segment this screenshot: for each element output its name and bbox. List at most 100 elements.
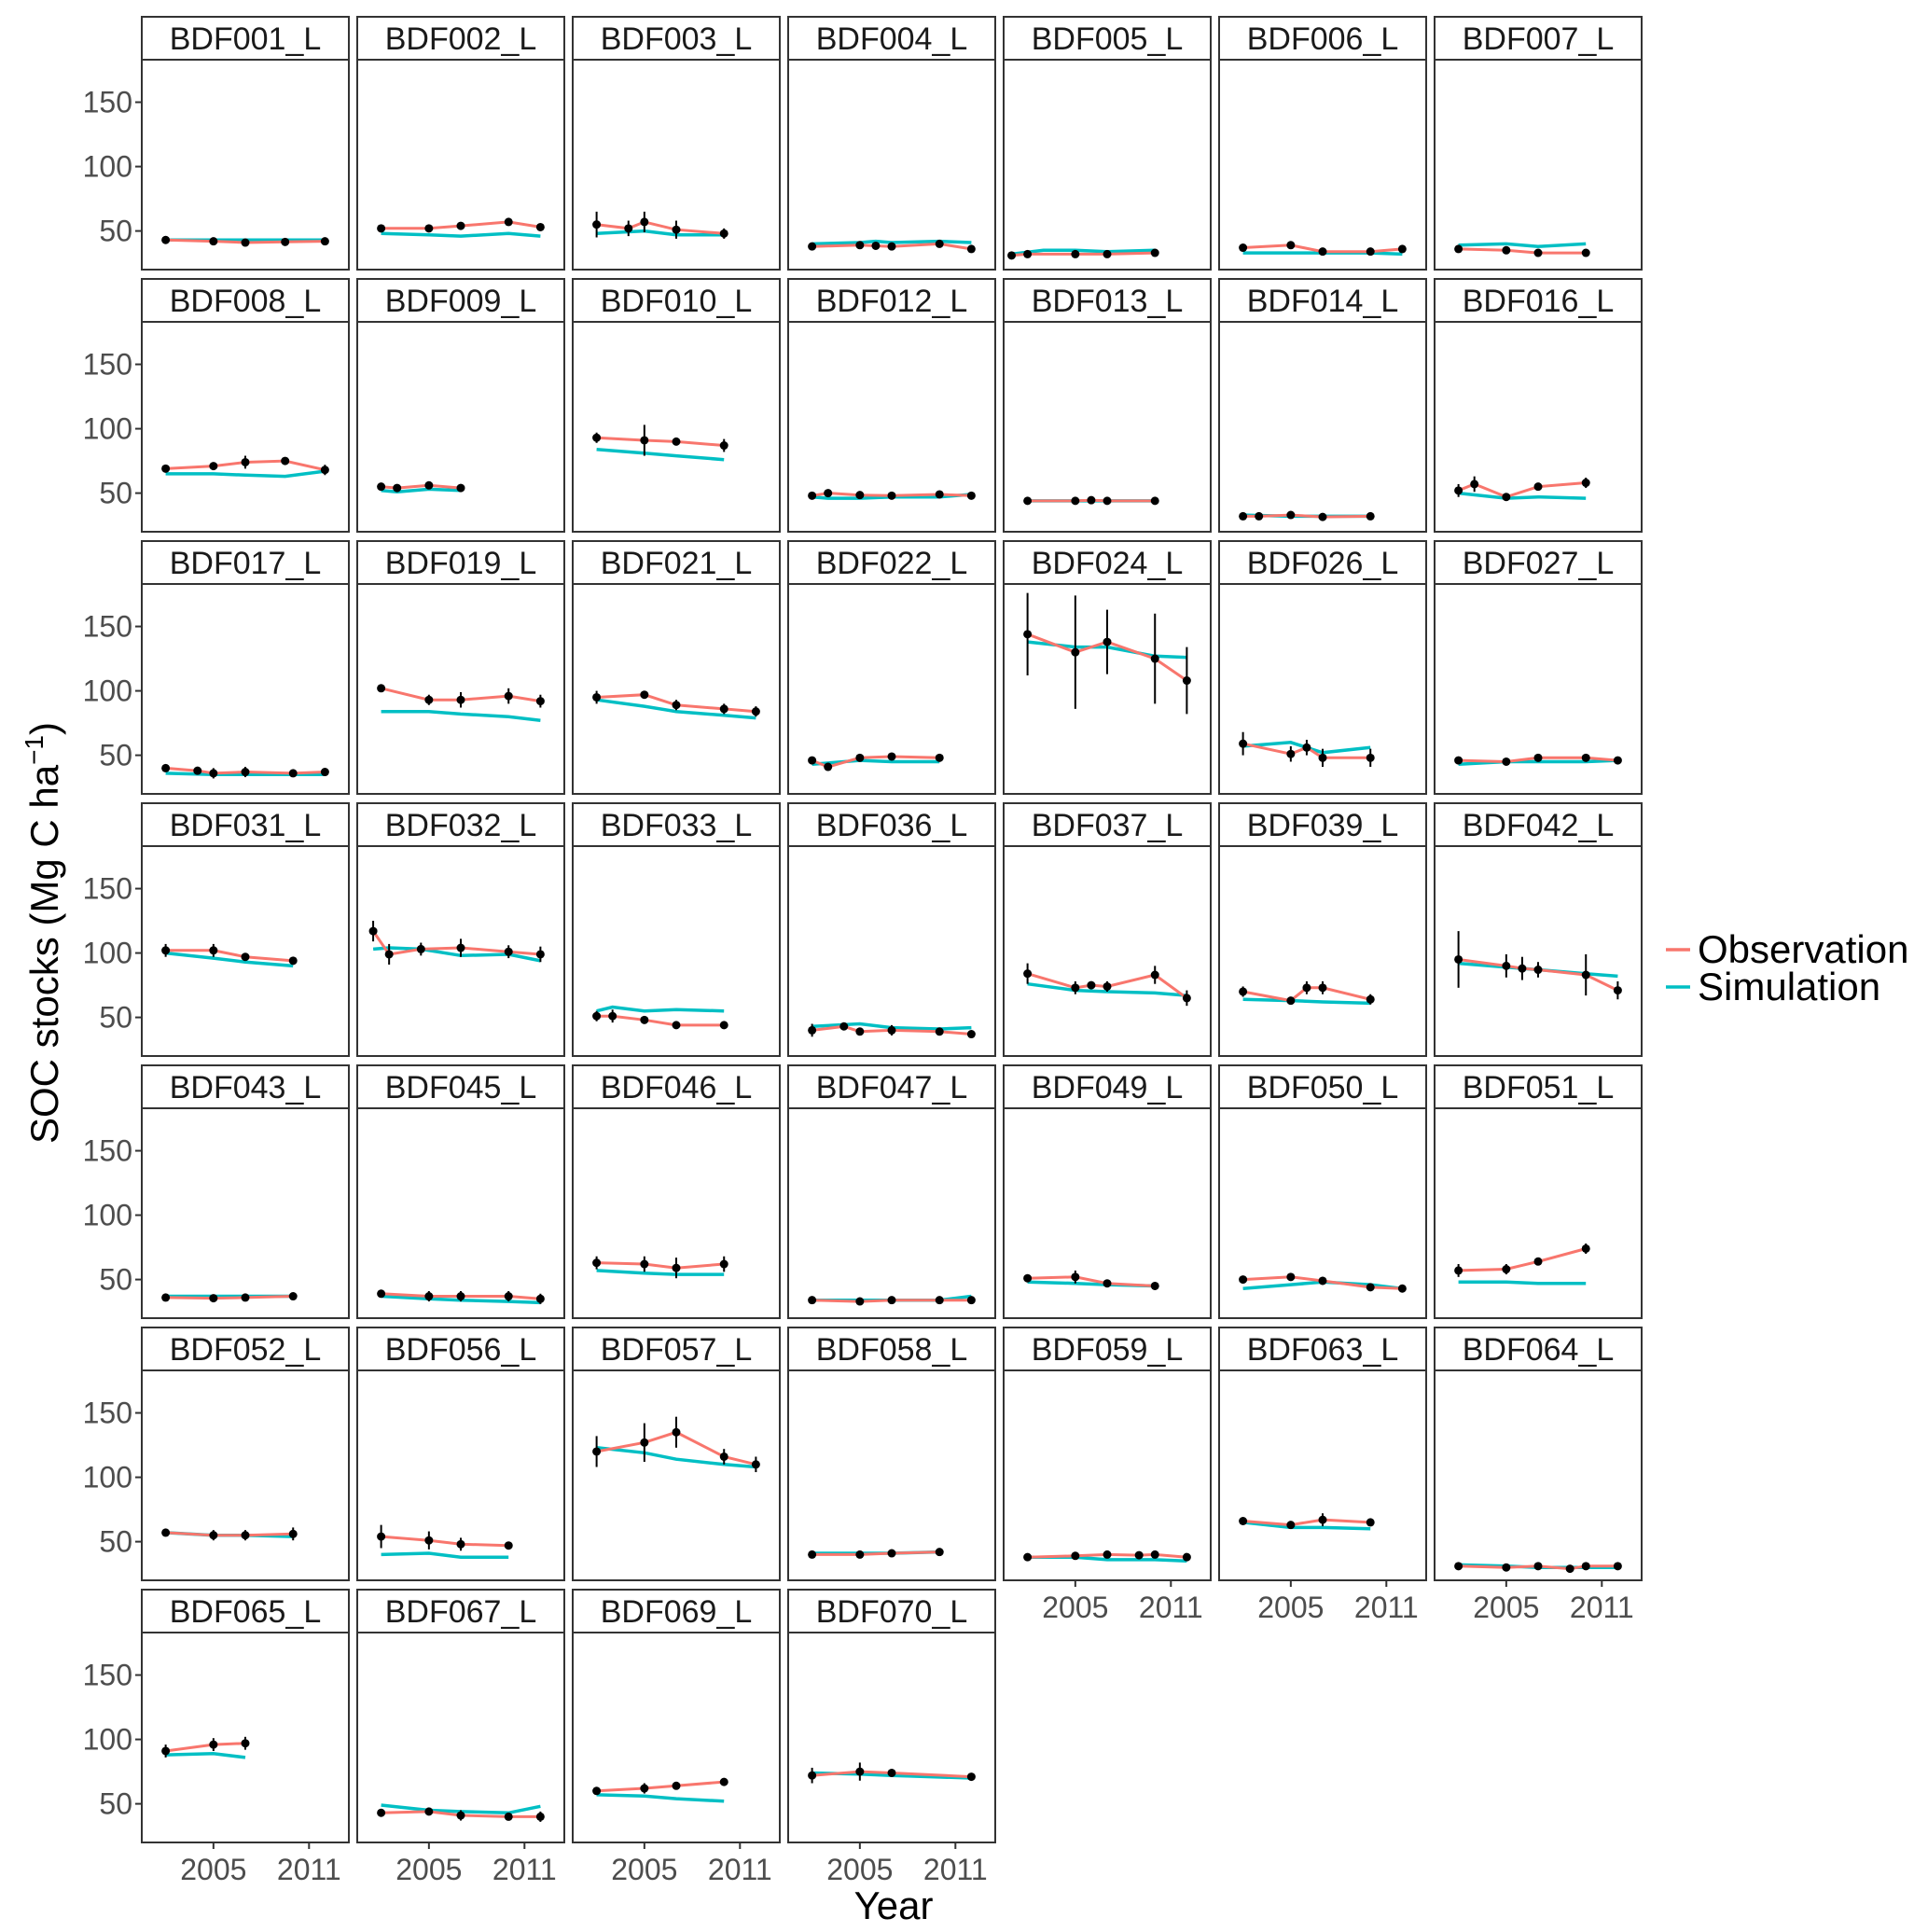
facet-strip-label: BDF057_L	[601, 1332, 753, 1368]
observation-line	[596, 436, 725, 447]
facet-strip-label: BDF063_L	[1247, 1332, 1399, 1368]
facet-strip	[787, 16, 996, 61]
observation-point	[1103, 1279, 1112, 1288]
facet-strip	[572, 540, 781, 585]
observation-point	[1023, 630, 1033, 639]
plot-area	[1218, 583, 1427, 795]
observation-point	[1023, 1273, 1033, 1283]
observation-point	[161, 1528, 171, 1537]
plot-area	[1434, 321, 1643, 533]
observation-point	[535, 1294, 545, 1303]
observation-point	[935, 1296, 944, 1305]
observation-point	[672, 1781, 681, 1790]
facet-strip	[1218, 802, 1427, 847]
facet-strip-label: BDF031_L	[170, 808, 322, 843]
observation-point	[1454, 954, 1463, 964]
observation-point	[1286, 996, 1296, 1006]
observation-point	[592, 1447, 602, 1456]
facet-strip	[1434, 540, 1643, 585]
observation-point	[281, 237, 290, 246]
panel-border	[356, 59, 565, 271]
observation-point	[456, 221, 465, 230]
observation-point	[504, 947, 513, 956]
plot-area	[1003, 845, 1212, 1057]
simulation-line	[381, 709, 541, 723]
observation-point	[966, 1030, 976, 1039]
simulation-line	[596, 1446, 756, 1469]
facet-panel: BDF010_L	[572, 278, 781, 533]
observation-point	[1182, 676, 1191, 686]
observation-point	[1071, 496, 1080, 506]
plot-area	[787, 321, 996, 533]
facet-panel: BDF064_L 2005 2011	[1434, 1327, 1643, 1624]
y-axis-title-superscript: −1	[20, 735, 49, 765]
facet-strip	[1003, 278, 1212, 323]
facet-panel: BDF042_L	[1434, 802, 1643, 1057]
plot-area: 2005 2011	[1218, 1369, 1427, 1624]
observation-point	[887, 491, 896, 500]
plot-area	[787, 845, 996, 1057]
observation-point	[887, 1296, 896, 1305]
observation-point	[887, 1549, 896, 1558]
y-tick-label: 100	[83, 937, 132, 970]
observation-point	[1150, 496, 1159, 506]
facet-strip-label: BDF070_L	[816, 1594, 968, 1630]
observation-point	[161, 1293, 171, 1302]
observation-point	[1023, 496, 1033, 506]
observation-point	[288, 956, 298, 966]
simulation-line	[165, 951, 294, 968]
y-axis-title: SOC stocks (Mg C ha−1)	[20, 722, 66, 1144]
facet-panel: BDF005_L	[1003, 16, 1212, 271]
facet-strip	[1434, 16, 1643, 61]
panel-border	[787, 1632, 996, 1843]
facet-panel: BDF024_L	[1003, 540, 1212, 795]
facet-strip-label: BDF004_L	[816, 21, 968, 57]
facet-panel: BDF006_L	[1218, 16, 1427, 271]
plot-area	[1003, 1107, 1212, 1319]
panel-border	[787, 59, 996, 271]
observation-point	[1581, 1562, 1590, 1571]
simulation-line	[165, 469, 326, 479]
observation-point	[855, 241, 865, 250]
facet-strip	[572, 802, 781, 847]
legend-label: Observation	[1698, 927, 1908, 971]
observation-point	[1103, 249, 1112, 258]
facet-strip	[787, 1064, 996, 1109]
observation-point	[377, 1289, 386, 1299]
simulation-line	[811, 239, 972, 246]
y-tick-label: 50	[99, 215, 132, 248]
simulation-line	[381, 487, 462, 493]
facet-panel: BDF033_L	[572, 802, 781, 1057]
observation-point	[1533, 1562, 1543, 1571]
plot-area	[572, 583, 781, 795]
observation-point	[1454, 756, 1463, 765]
panel-border	[1434, 1369, 1643, 1581]
observation-point	[855, 1767, 865, 1776]
facet-strip	[787, 278, 996, 323]
facet-strip	[141, 1589, 350, 1633]
observation-point	[808, 756, 817, 765]
observation-line	[1458, 1247, 1587, 1272]
plot-area	[1218, 1107, 1427, 1319]
facet-panel: BDF067_L 2005 2011	[356, 1589, 565, 1886]
observation-point	[808, 242, 817, 251]
panel-border	[572, 1107, 781, 1319]
plot-area	[572, 321, 781, 533]
observation-point	[209, 237, 218, 246]
observation-point	[161, 946, 171, 955]
y-tick-label: 50	[99, 477, 132, 510]
panel-border	[787, 1107, 996, 1319]
y-tick-label: 150	[83, 610, 132, 644]
simulation-line	[596, 229, 725, 237]
observation-point	[640, 690, 649, 700]
facet-panel: BDF021_L	[572, 540, 781, 795]
x-axis-title: Year	[854, 1883, 934, 1927]
facet-strip	[356, 16, 565, 61]
y-tick-label: 100	[83, 412, 132, 446]
facet-strip-label: BDF006_L	[1247, 21, 1399, 57]
y-tick-label: 50	[99, 739, 132, 772]
observation-point	[209, 769, 218, 778]
facet-panel: BDF003_L	[572, 16, 781, 271]
facet-panel: BDF014_L	[1218, 278, 1427, 533]
plot-area: 2005 2011	[1434, 1369, 1643, 1624]
